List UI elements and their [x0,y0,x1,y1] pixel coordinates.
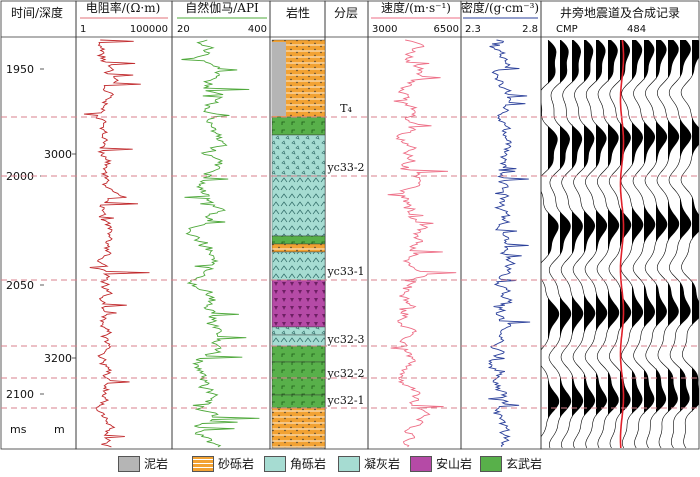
seismic-trace-fill [632,40,643,448]
seismic-trace-fill [596,40,607,448]
track-frame [324,0,369,450]
track-frame [367,0,462,450]
mudstone-swatch-icon [118,456,140,472]
gr-max: 400 [248,24,267,35]
time-tick-2100: 2100 [6,388,34,401]
depth-tick-3000: 3000 [44,148,72,161]
time-tick-1950: 1950 [6,63,34,76]
lithology-block [271,407,326,449]
den-min: 2.3 [465,24,481,35]
unit-time: ms [10,423,27,436]
vel-max: 6500 [434,24,459,35]
lithology-column [271,39,326,449]
density-curve [487,39,531,448]
lithology-block [271,243,326,253]
track-frame [171,0,271,450]
conglomerate-swatch-icon [192,456,214,472]
lithology-block [271,394,326,409]
track-frame [460,0,542,450]
seismic-trace [668,40,692,449]
gr-min: 20 [177,24,190,35]
header-time-depth: 时间/深度 [11,5,63,20]
seismic-traces [541,40,699,449]
seismic-trace [584,40,608,449]
layer-yc32-1: yc32-1 [326,394,364,407]
lithology-block [271,334,326,347]
lithology-block [271,361,326,379]
depth-tick-3200: 3200 [44,352,72,365]
lithology-block [271,251,326,281]
legend-label-basalt: 玄武岩 [506,457,543,471]
layer-yc33-2: yc33-2 [326,161,364,174]
seismic-trace-fill [548,40,559,448]
seismic-trace-fill [572,40,583,448]
seismic-trace-fill [680,40,691,448]
header-seismic: 井旁地震道及合成记录 [560,5,680,20]
layer-yc32-2: yc32-2 [326,367,364,380]
seismic-trace [656,40,680,449]
seismic-trace-fill [560,40,571,448]
cmp-value: 484 [627,24,646,35]
lithology-block [271,134,326,177]
lithology-block [271,279,326,328]
seismic-trace [632,40,656,449]
gamma-curve [181,39,260,448]
seismic-trace [548,40,572,449]
velocity-curve [387,39,457,448]
andesite-swatch-icon [410,456,432,472]
header-resistivity: 电阻率/(Ω·m) [86,0,161,15]
header-gamma: 自然伽马/API [185,0,259,15]
legend-label-tuff: 凝灰岩 [364,457,401,471]
legend-label-andesite: 安山岩 [436,457,473,471]
cmp-label: CMP [556,24,578,35]
lithology-block [271,175,326,237]
header-density: 密度/(g·cm⁻³) [461,0,539,15]
seismic-trace [541,40,560,438]
legend: 泥岩 砂砾岩 角砾岩 凝灰岩 安山岩 玄武岩 [0,452,700,476]
lithology-block [271,235,326,245]
seismic-trace-fill [608,40,619,448]
seismic-trace-fill [668,40,679,448]
synthetic-trace [619,40,625,449]
res-max: 100000 [130,24,168,35]
seismic-trace [572,40,596,449]
time-tick-2000: 2000 [6,170,34,183]
seismic-trace [680,40,699,449]
legend-label-mudstone: 泥岩 [144,457,169,471]
time-tick-2050: 2050 [6,279,34,292]
seismic-trace [596,40,620,449]
layer-t4: T₄ [340,102,352,115]
seismic-trace-fill [656,40,667,448]
seismic-trace [644,40,668,449]
seismic-trace [620,40,644,449]
header-velocity: 速度/(m·s⁻¹) [381,0,451,15]
vel-min: 3000 [372,24,397,35]
horizon-lines [1,116,699,409]
lithology-block [271,116,326,136]
res-min: 1 [80,24,86,35]
breccia-swatch-icon [264,456,286,472]
layer-yc32-3: yc32-3 [326,333,364,346]
seismic-trace [560,40,584,449]
basalt-swatch-icon [480,456,502,472]
resistivity-curve [83,39,150,448]
layer-yc33-1: yc33-1 [326,265,364,278]
seismic-trace-fill [584,40,595,448]
lithology-block [271,326,326,336]
mudstone-strip [272,42,286,116]
unit-depth: m [54,423,65,436]
tuff-swatch-icon [338,456,360,472]
well-log-figure: 时间/深度 电阻率/(Ω·m) 自然伽马/API 岩性 分层 速度/(m·s⁻¹… [0,0,700,450]
header-layer: 分层 [334,6,358,20]
seismic-trace-fill [644,40,655,448]
den-max: 2.8 [522,24,538,35]
header-lithology: 岩性 [286,5,310,20]
legend-label-conglomerate: 砂砾岩 [218,457,255,471]
lithology-block [271,345,326,363]
legend-label-breccia: 角砾岩 [290,457,327,471]
seismic-trace-fill [692,40,699,448]
lithology-block [271,377,326,396]
